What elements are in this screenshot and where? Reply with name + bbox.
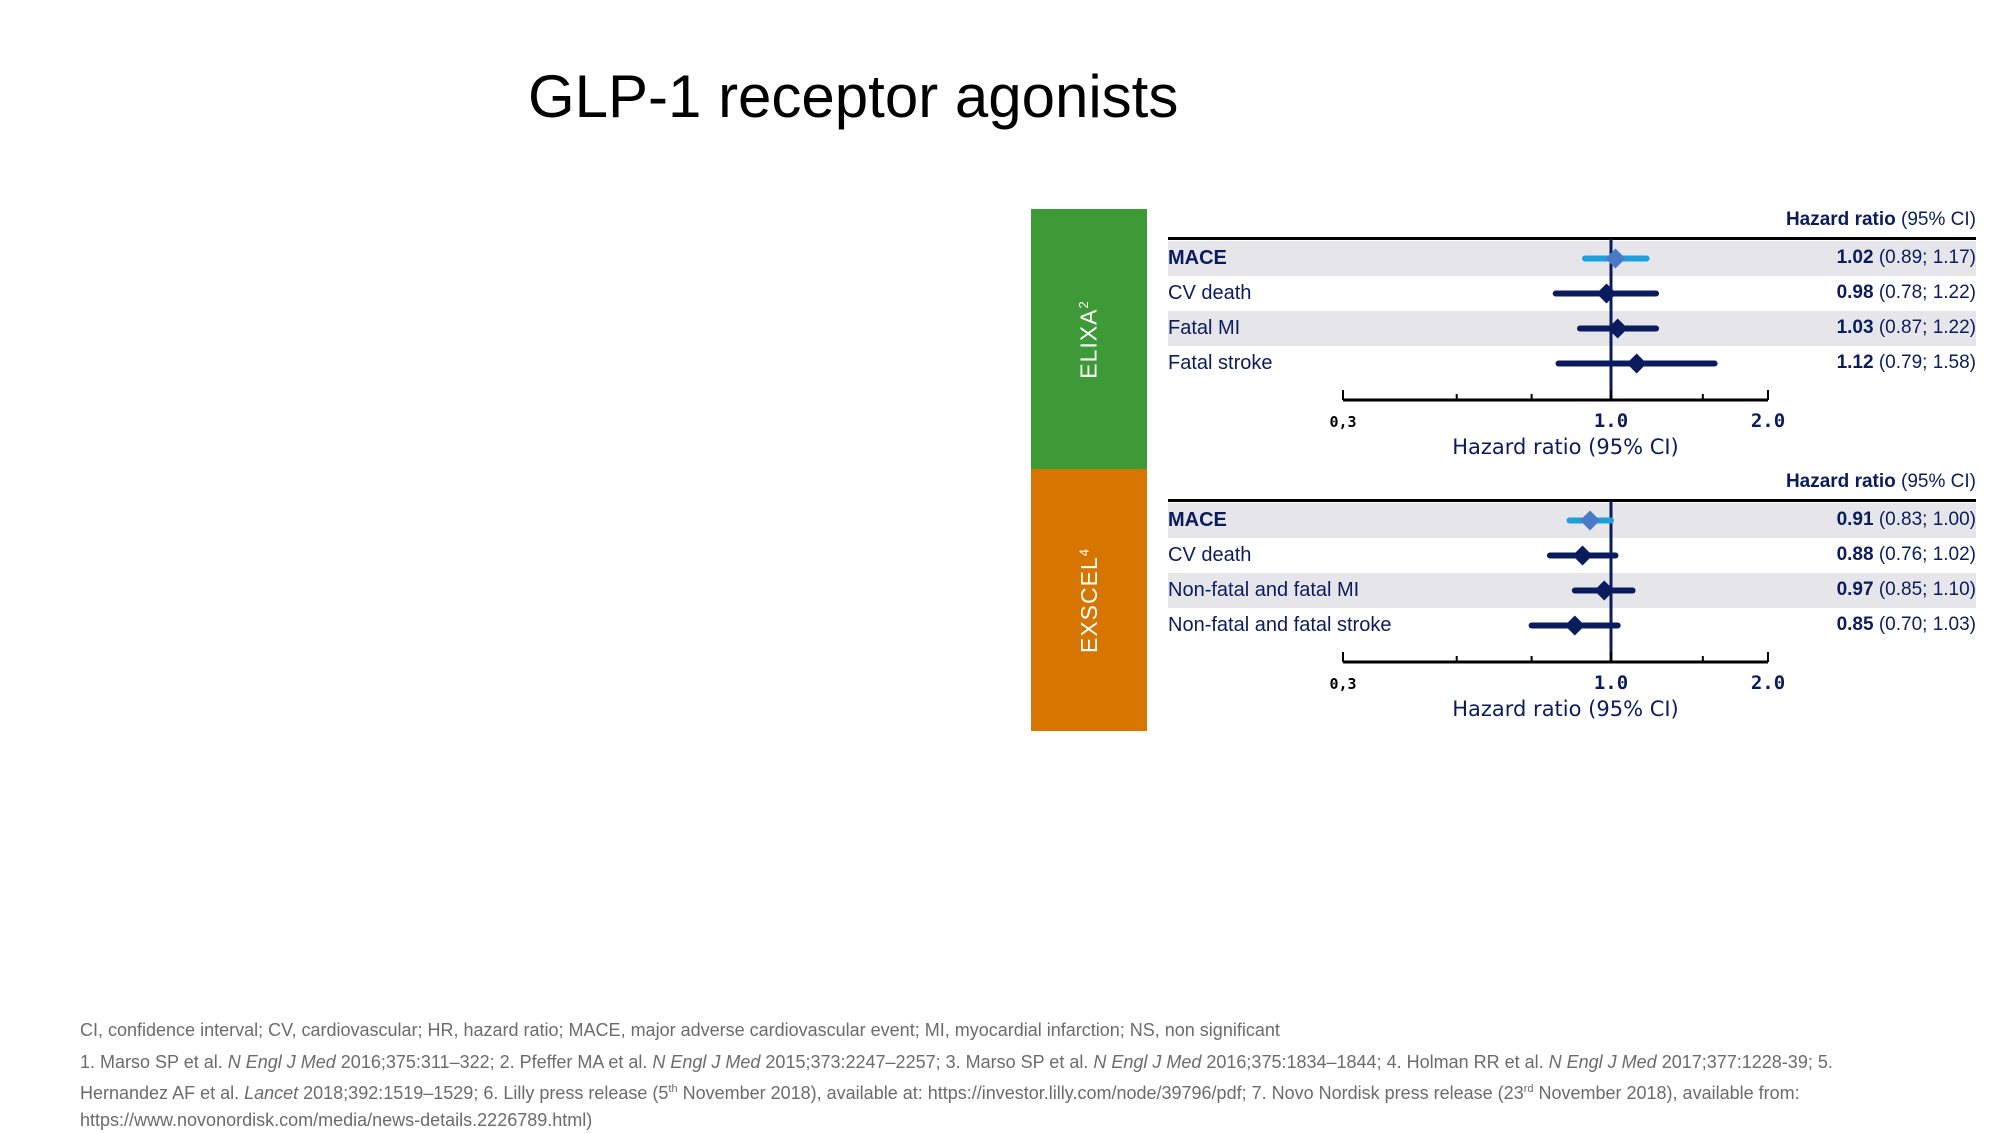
hr-point: 0.85: [1836, 614, 1874, 635]
hr-column-header: Hazard ratio (95% CI): [1786, 209, 1976, 235]
hr-value: 0.98 (0.78; 1.22): [1837, 282, 1976, 304]
forest-row: Fatal stroke 1.12 (0.79; 1.58): [1168, 346, 1976, 381]
ref-text: 2016;375:1834–1844; 4. Holman RR et al.: [1201, 1052, 1549, 1072]
header-rest: (95% CI): [1895, 209, 1976, 230]
x-axis-title: Hazard ratio (95% CI): [1452, 697, 1679, 721]
ref-journal: Lancet: [244, 1083, 299, 1103]
ref-text: 2016;375:311–322; 2. Pfeffer MA et al.: [335, 1052, 653, 1072]
x-tick-label: 1.0: [1594, 410, 1628, 432]
hr-ci: (0.89; 1.17): [1873, 247, 1976, 268]
forest-row: CV death 0.88 (0.76; 1.02): [1168, 538, 1976, 573]
outcome-label: Non-fatal and fatal MI: [1168, 579, 1360, 601]
hr-ci: (0.76; 1.02): [1873, 544, 1976, 565]
abbreviations-footnote: CI, confidence interval; CV, cardiovascu…: [80, 1017, 1960, 1044]
ref-text: 2015;373:2247–2257; 3. Marso SP et al.: [760, 1052, 1094, 1072]
ref-text: 2018;392:1519–1529; 6. Lilly press relea…: [298, 1083, 669, 1103]
ref-sup: rd: [1523, 1083, 1534, 1095]
trial-label-exscel: EXSCEL4: [1031, 469, 1147, 731]
hr-point: 1.02: [1836, 247, 1874, 268]
header-rule: [1168, 499, 1976, 502]
hr-point: 1.03: [1836, 317, 1874, 338]
forest-plot-exscel: Hazard ratio (95% CI) MACE 0.91 (0.83; 1.0…: [1168, 471, 1976, 731]
hr-point-marker: [1564, 615, 1585, 636]
ref-journal: N Engl J Med: [227, 1052, 336, 1072]
trial-name: ELIXA: [1075, 308, 1102, 379]
ref-sup: th: [668, 1083, 678, 1095]
forest-row: MACE 1.02 (0.89; 1.17): [1168, 241, 1976, 276]
hr-point-marker: [1580, 510, 1601, 531]
x-tick-label: 0,3: [1329, 675, 1356, 693]
ref-journal: N Engl J Med: [1093, 1052, 1202, 1072]
ref-text: November 2018), available at: https://in…: [677, 1083, 1524, 1103]
hr-ci: (0.78; 1.22): [1873, 282, 1976, 303]
page-title: GLP-1 receptor agonists: [528, 63, 1179, 130]
ref-journal: N Engl J Med: [652, 1052, 761, 1072]
hr-value: 0.97 (0.85; 1.10): [1837, 579, 1976, 601]
forest-row: CV death 0.98 (0.78; 1.22): [1168, 276, 1976, 311]
hr-value: 0.91 (0.83; 1.00): [1837, 509, 1976, 531]
forest-row: Fatal MI 1.03 (0.87; 1.22): [1168, 311, 1976, 346]
hr-point-marker: [1605, 248, 1626, 269]
forest-row: Non-fatal and fatal stroke 0.85 (0.70; 1.…: [1168, 608, 1976, 643]
hr-point: 0.98: [1836, 282, 1874, 303]
outcome-label: Fatal MI: [1168, 317, 1241, 339]
hr-point-marker: [1572, 545, 1593, 566]
hr-ci: (0.70; 1.03): [1873, 614, 1976, 635]
outcome-label: MACE: [1168, 247, 1227, 269]
hr-value: 0.88 (0.76; 1.02): [1837, 544, 1976, 566]
forest-plot-svg: 0,3 1.0 2.0 Hazard ratio (95% CI): [1329, 501, 1785, 721]
hr-point-marker: [1596, 283, 1617, 304]
outcome-label: CV death: [1168, 544, 1252, 566]
ref-text: 1. Marso SP et al.: [80, 1052, 228, 1072]
hr-point: 0.91: [1836, 509, 1874, 530]
hr-ci: (0.83; 1.00): [1873, 509, 1976, 530]
hr-point-marker: [1626, 353, 1647, 374]
hr-value: 1.12 (0.79; 1.58): [1837, 352, 1976, 374]
x-axis-title: Hazard ratio (95% CI): [1452, 435, 1679, 459]
x-tick-label: 1.0: [1594, 672, 1628, 694]
hr-point: 0.88: [1836, 544, 1874, 565]
x-tick-label: 0,3: [1329, 413, 1356, 431]
header-bold: Hazard ratio: [1785, 209, 1896, 230]
hr-ci: (0.85; 1.10): [1873, 579, 1976, 600]
header-rule: [1168, 237, 1976, 240]
trial-ref: 2: [1075, 299, 1091, 309]
outcome-label: CV death: [1168, 282, 1252, 304]
forest-plot-elixa: Hazard ratio (95% CI) MACE 1.02 (0.89; 1.1…: [1168, 209, 1976, 469]
ref-journal: N Engl J Med: [1548, 1052, 1657, 1072]
hr-value: 1.02 (0.89; 1.17): [1837, 247, 1976, 269]
forest-plot-svg: 0,3 1.0 2.0 Hazard ratio (95% CI): [1329, 239, 1785, 459]
hr-point-marker: [1594, 580, 1615, 601]
hr-value: 1.03 (0.87; 1.22): [1837, 317, 1976, 339]
hr-ci: (0.87; 1.22): [1873, 317, 1976, 338]
header-rest: (95% CI): [1895, 471, 1976, 492]
trial-ref: 4: [1075, 547, 1091, 556]
hr-point-marker: [1607, 318, 1628, 339]
abbreviations-text: CI, confidence interval; CV, cardiovascu…: [80, 1020, 1280, 1040]
references-footnote: 1. Marso SP et al. N Engl J Med 2016;375…: [80, 1049, 1880, 1134]
hr-column-header: Hazard ratio (95% CI): [1786, 471, 1976, 497]
trial-name: EXSCEL: [1075, 555, 1102, 653]
x-tick-label: 2.0: [1751, 672, 1785, 694]
hr-point: 0.97: [1836, 579, 1874, 600]
hr-ci: (0.79; 1.58): [1873, 352, 1976, 373]
outcome-label: Fatal stroke: [1168, 352, 1273, 374]
hr-value: 0.85 (0.70; 1.03): [1837, 614, 1976, 636]
outcome-label: Non-fatal and fatal stroke: [1168, 614, 1392, 636]
ref-text: 2017;377:1228-39; 5. Hernandez AF et al.: [80, 1052, 1833, 1103]
x-tick-label: 2.0: [1751, 410, 1785, 432]
header-bold: Hazard ratio: [1785, 471, 1896, 492]
trial-label-elixa: ELIXA2: [1031, 209, 1147, 469]
hr-point: 1.12: [1836, 352, 1874, 373]
outcome-label: MACE: [1168, 509, 1227, 531]
